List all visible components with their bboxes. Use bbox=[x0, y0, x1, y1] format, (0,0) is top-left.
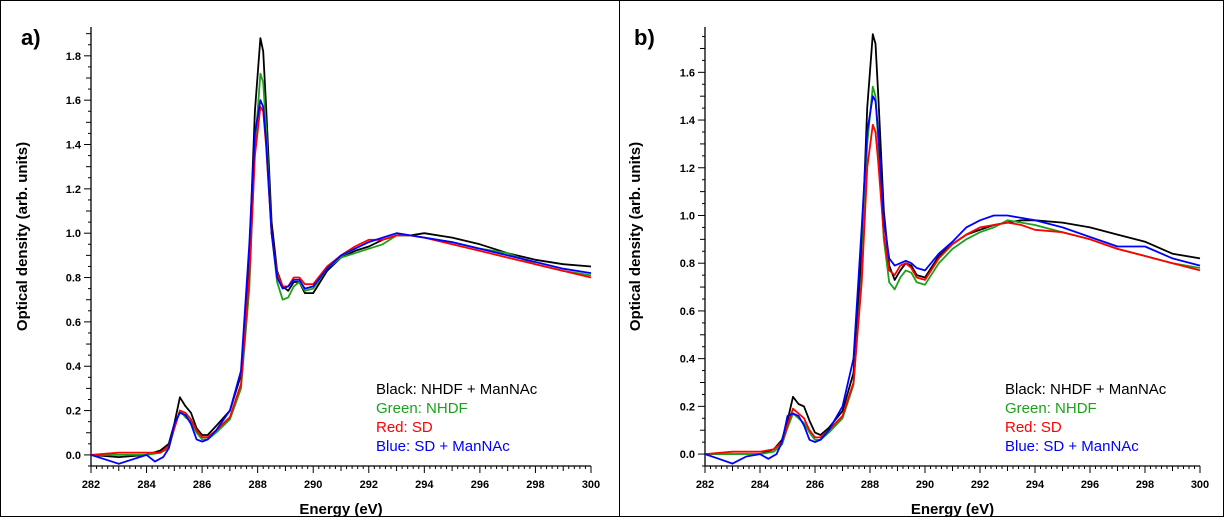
y-axis-title: Optical density (arb. units) bbox=[14, 142, 31, 331]
y-tick-label: 0.4 bbox=[680, 354, 696, 366]
y-tick-label: 0.6 bbox=[66, 317, 81, 329]
legend-entry: Blue: SD + ManNAc bbox=[376, 438, 510, 455]
x-tick-label: 288 bbox=[861, 479, 879, 491]
y-tick-label: 1.0 bbox=[680, 210, 695, 222]
series-line-2 bbox=[704, 123, 1201, 455]
x-tick-label: 290 bbox=[916, 479, 934, 491]
x-tick-label: 282 bbox=[82, 479, 100, 491]
x-tick-label: 292 bbox=[360, 479, 378, 491]
legend-entry: Green: NHDF bbox=[1005, 400, 1097, 417]
y-tick-label: 1.2 bbox=[66, 184, 81, 196]
x-tick-label: 296 bbox=[1081, 479, 1099, 491]
y-tick-label: 0.6 bbox=[680, 306, 695, 318]
x-tick-label: 288 bbox=[248, 479, 266, 491]
y-tick-label: 1.8 bbox=[66, 51, 81, 63]
y-tick-label: 1.6 bbox=[680, 67, 695, 79]
x-tick-label: 284 bbox=[137, 479, 156, 491]
legend-entry: Green: NHDF bbox=[376, 400, 468, 417]
y-axis-title: Optical density (arb. units) bbox=[627, 142, 644, 331]
chart-a-svg: a) 282 284 286 288 290 292 294 296 298 300 0.0 0.2 0.… bbox=[14, 25, 600, 518]
y-tick-label: 0.2 bbox=[66, 406, 81, 418]
legend-entry: Red: SD bbox=[376, 419, 433, 436]
legend-entry: Red: SD bbox=[1005, 419, 1062, 436]
x-tick-label: 298 bbox=[526, 479, 544, 491]
x-axis-title: Energy (eV) bbox=[911, 501, 994, 518]
panel-label-b: b) bbox=[634, 25, 655, 50]
chart-panel-a: a) 282 284 286 288 290 292 294 296 298 300 0.0 0.2 0.… bbox=[0, 0, 620, 518]
x-tick-label: 300 bbox=[582, 479, 600, 491]
y-tick-label: 0.8 bbox=[66, 273, 81, 285]
x-tick-label: 300 bbox=[1191, 479, 1209, 491]
y-tick-label: 1.2 bbox=[680, 163, 695, 175]
legend-entry: Black: NHDF + ManNAc bbox=[1005, 381, 1167, 398]
x-tick-label: 286 bbox=[193, 479, 211, 491]
series-line-2 bbox=[90, 105, 592, 456]
x-tick-label: 284 bbox=[751, 479, 770, 491]
series-line-3 bbox=[704, 95, 1201, 465]
x-tick-label: 286 bbox=[806, 479, 824, 491]
x-tick-label: 290 bbox=[304, 479, 322, 491]
panel-label-a: a) bbox=[21, 25, 41, 50]
chart-panel-b: b) 282 284 286 288 290 292 294 296 298 300 0.0 0.2 0.… bbox=[620, 0, 1224, 518]
x-axis-title: Energy (eV) bbox=[299, 501, 382, 518]
series-line-3 bbox=[90, 99, 592, 465]
y-tick-label: 0.8 bbox=[680, 258, 695, 270]
x-tick-label: 298 bbox=[1136, 479, 1154, 491]
y-tick-label: 1.0 bbox=[66, 228, 81, 240]
x-tick-label: 282 bbox=[696, 479, 714, 491]
x-tick-label: 292 bbox=[971, 479, 989, 491]
y-tick-label: 1.6 bbox=[66, 95, 81, 107]
y-tick-label: 0.0 bbox=[66, 450, 81, 462]
series-line-1 bbox=[705, 85, 1201, 456]
y-tick-label: 1.4 bbox=[66, 140, 82, 152]
legend-entry: Blue: SD + ManNAc bbox=[1005, 438, 1139, 455]
y-tick-label: 0.4 bbox=[66, 361, 82, 373]
y-tick-label: 1.4 bbox=[680, 115, 696, 127]
chart-b-svg: b) 282 284 286 288 290 292 294 296 298 300 0.0 0.2 0.… bbox=[627, 25, 1209, 518]
x-tick-label: 294 bbox=[1026, 479, 1045, 491]
x-tick-label: 296 bbox=[471, 479, 489, 491]
y-tick-label: 0.0 bbox=[680, 449, 695, 461]
legend-entry: Black: NHDF + ManNAc bbox=[376, 381, 538, 398]
y-tick-label: 0.2 bbox=[680, 401, 695, 413]
x-tick-label: 294 bbox=[415, 479, 434, 491]
